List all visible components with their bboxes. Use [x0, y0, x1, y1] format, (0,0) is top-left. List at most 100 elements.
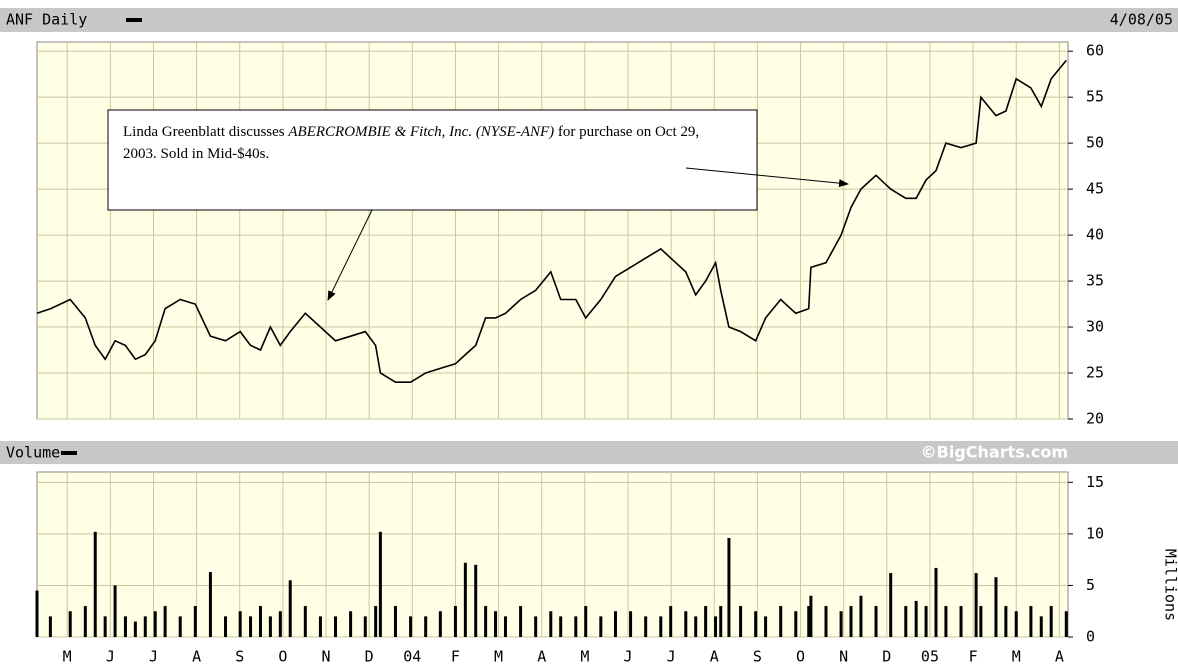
- volume-bar: [143, 616, 147, 637]
- volume-bar: [93, 531, 97, 637]
- volume-bar: [914, 600, 918, 637]
- volume-bar: [1039, 616, 1043, 637]
- chart-title: ANF Daily: [6, 11, 87, 29]
- y-tick-label: 15: [1086, 473, 1104, 491]
- volume-bar: [934, 567, 938, 637]
- volume-bar: [113, 585, 117, 637]
- arrow: [685, 167, 849, 188]
- volume-bar: [193, 606, 197, 637]
- annotation-box: [107, 109, 758, 211]
- volume-bar: [163, 606, 167, 637]
- volume-bar: [378, 531, 382, 637]
- volume-bar: [318, 616, 322, 637]
- volume-bar: [974, 573, 978, 637]
- x-tick-label: J: [149, 648, 158, 666]
- volume-bar: [238, 611, 242, 637]
- y-tick-label: 0: [1086, 628, 1095, 646]
- y-tick-label: 55: [1086, 88, 1104, 106]
- volume-bar: [979, 606, 983, 637]
- volume-bar: [644, 616, 648, 637]
- volume-bar: [463, 562, 467, 637]
- volume-title: Volume: [6, 444, 60, 462]
- volume-bar: [363, 616, 367, 637]
- volume-bar: [453, 606, 457, 637]
- x-tick-label: M: [580, 648, 589, 666]
- y-tick-label: 50: [1086, 134, 1104, 152]
- volume-bar: [994, 577, 998, 637]
- x-tick-label: A: [1055, 648, 1064, 666]
- volume-bar: [1064, 611, 1068, 637]
- volume-bar: [959, 606, 963, 637]
- volume-bar: [727, 538, 731, 637]
- legend-swatch: [61, 451, 77, 455]
- y-tick-label: 20: [1086, 410, 1104, 428]
- volume-bar: [809, 595, 813, 637]
- y-axis-label: Millions: [1162, 549, 1178, 621]
- x-tick-label: M: [494, 648, 503, 666]
- annotation: Linda Greenblatt discusses ABERCROMBIE &…: [109, 111, 729, 209]
- x-tick-label: N: [839, 648, 848, 666]
- y-tick-label: 60: [1086, 42, 1104, 60]
- volume-bar: [764, 616, 768, 637]
- volume-bar: [123, 616, 127, 637]
- volume-bar: [874, 606, 878, 637]
- volume-bar: [754, 611, 758, 637]
- volume-bar: [474, 564, 478, 637]
- x-tick-label: J: [106, 648, 115, 666]
- volume-bar: [424, 616, 428, 637]
- volume-bar: [374, 606, 378, 637]
- volume-bar: [584, 606, 588, 637]
- annotation-text: ABERCROMBIE & Fitch, Inc. (NYSE-ANF): [288, 124, 555, 140]
- volume-bar: [153, 611, 157, 637]
- volume-bar: [484, 606, 488, 637]
- volume-bar: [779, 606, 783, 637]
- x-tick-label: 05: [921, 648, 939, 666]
- volume-bar: [704, 606, 708, 637]
- volume-panel: [36, 471, 1069, 638]
- volume-bar: [739, 606, 743, 637]
- y-tick-label: 5: [1086, 576, 1095, 594]
- x-tick-label: 04: [403, 648, 421, 666]
- x-tick-label: J: [623, 648, 632, 666]
- volume-bar: [824, 606, 828, 637]
- volume-bar: [48, 616, 52, 637]
- volume-bar: [393, 606, 397, 637]
- x-tick-label: A: [710, 648, 719, 666]
- volume-bar: [807, 606, 811, 637]
- header-bar: [0, 441, 1178, 464]
- annotation-text: Linda Greenblatt discusses: [123, 124, 289, 140]
- volume-bar: [794, 611, 798, 637]
- volume-bar: [859, 595, 863, 637]
- volume-bar: [944, 606, 948, 637]
- volume-bar: [549, 611, 553, 637]
- header-bar: [0, 8, 1178, 32]
- volume-bar: [494, 611, 498, 637]
- volume-bar: [534, 616, 538, 637]
- volume-bar: [559, 616, 563, 637]
- volume-bar: [904, 606, 908, 637]
- price-line: [36, 59, 1067, 383]
- volume-bar: [349, 611, 353, 637]
- x-tick-label: O: [796, 648, 805, 666]
- x-tick-label: D: [882, 648, 891, 666]
- volume-bar: [629, 611, 633, 637]
- volume-bar: [519, 606, 523, 637]
- volume-bar: [849, 606, 853, 637]
- volume-bar: [839, 611, 843, 637]
- volume-bar: [133, 621, 137, 637]
- y-tick-label: 30: [1086, 318, 1104, 336]
- volume-bar: [889, 573, 893, 637]
- x-tick-label: D: [365, 648, 374, 666]
- volume-bar: [334, 616, 338, 637]
- volume-bar: [574, 616, 578, 637]
- volume-bar: [224, 616, 228, 637]
- volume-bar: [924, 606, 928, 637]
- x-tick-label: M: [1012, 648, 1021, 666]
- volume-bar: [503, 616, 507, 637]
- y-tick-label: 35: [1086, 272, 1104, 290]
- volume-bar: [258, 606, 262, 637]
- volume-bar: [438, 611, 442, 637]
- volume-bar: [68, 611, 72, 637]
